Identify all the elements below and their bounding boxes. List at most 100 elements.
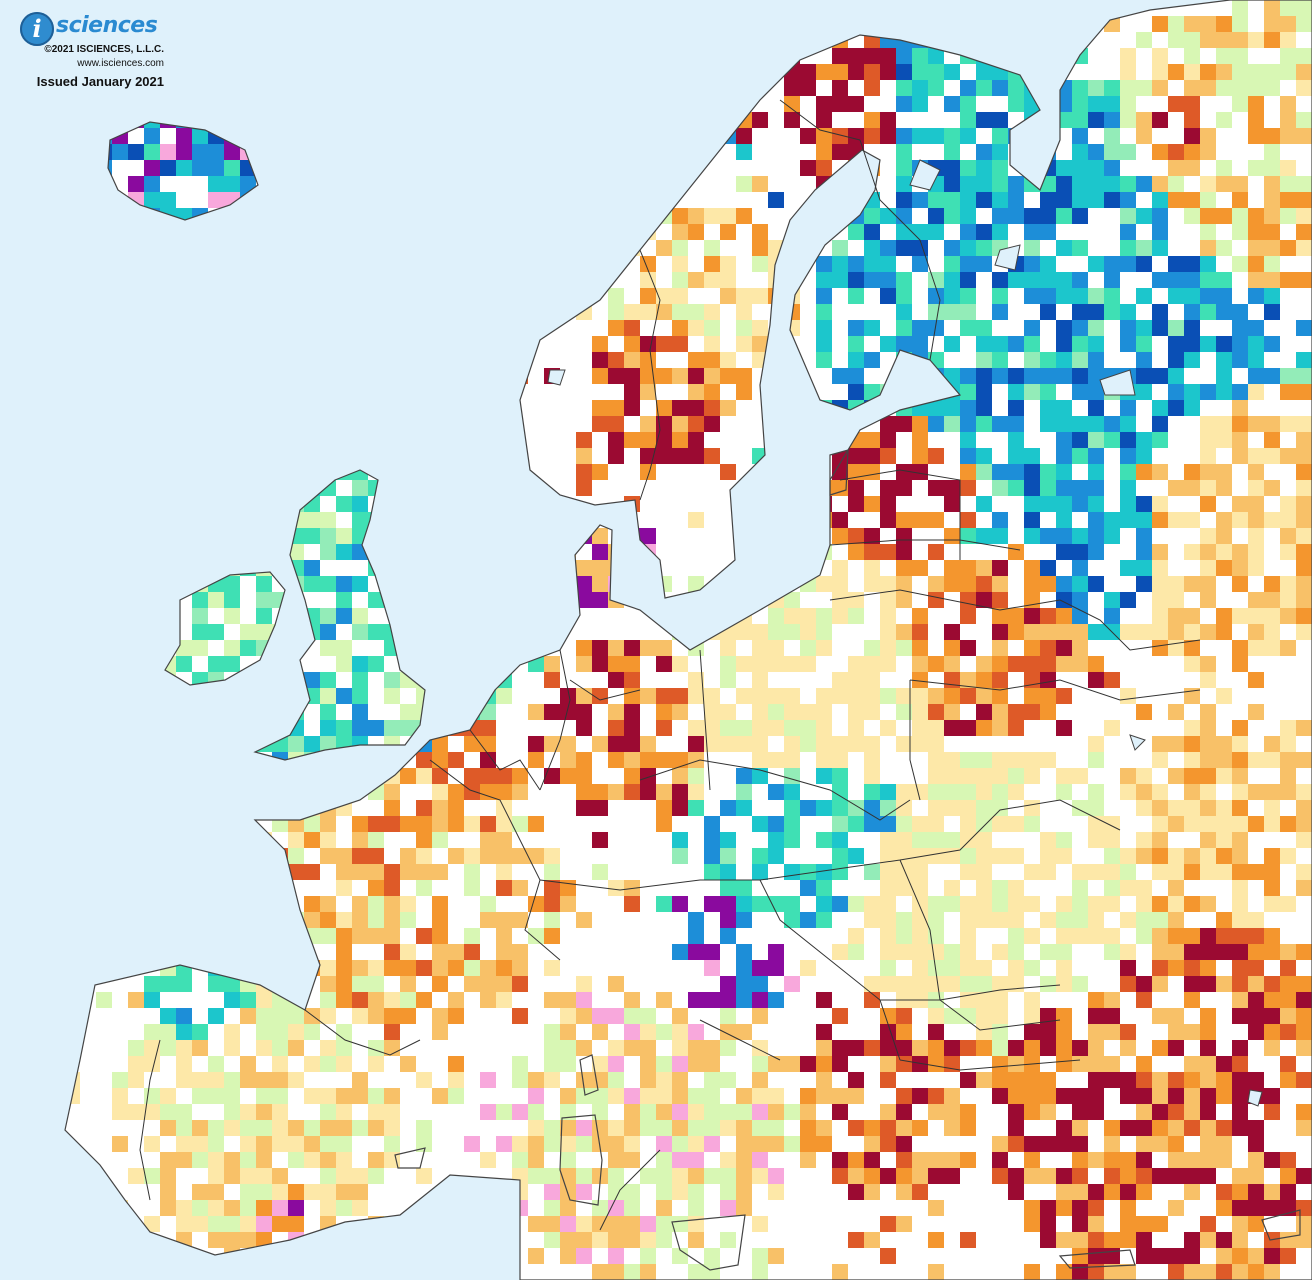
anomaly-cell	[944, 1120, 960, 1136]
anomaly-cell	[1120, 512, 1136, 528]
anomaly-cell	[928, 224, 944, 240]
anomaly-cell	[208, 1120, 224, 1136]
anomaly-cell	[704, 736, 720, 752]
anomaly-cell	[1008, 704, 1024, 720]
anomaly-cell	[880, 656, 896, 672]
anomaly-cell	[912, 1040, 928, 1056]
anomaly-cell	[368, 992, 384, 1008]
anomaly-cell	[1216, 848, 1232, 864]
anomaly-cell	[256, 1040, 272, 1056]
anomaly-cell	[1248, 1168, 1264, 1184]
anomaly-cell	[352, 480, 368, 496]
anomaly-cell	[736, 336, 752, 352]
anomaly-cell	[1200, 592, 1216, 608]
anomaly-cell	[256, 1152, 272, 1168]
anomaly-cell	[544, 912, 560, 928]
anomaly-cell	[944, 256, 960, 272]
anomaly-cell	[752, 688, 768, 704]
anomaly-cell	[1168, 176, 1184, 192]
anomaly-cell	[1200, 176, 1216, 192]
anomaly-cell	[320, 1184, 336, 1200]
anomaly-cell	[912, 704, 928, 720]
anomaly-cell	[1120, 688, 1136, 704]
anomaly-cell	[1152, 896, 1168, 912]
anomaly-cell	[848, 1088, 864, 1104]
anomaly-cell	[848, 224, 864, 240]
anomaly-cell	[1168, 272, 1184, 288]
anomaly-cell	[336, 576, 352, 592]
anomaly-cell	[336, 848, 352, 864]
anomaly-cell	[256, 1168, 272, 1184]
anomaly-cell	[912, 624, 928, 640]
anomaly-cell	[736, 1184, 752, 1200]
anomaly-cell	[640, 1056, 656, 1072]
anomaly-cell	[992, 1008, 1008, 1024]
anomaly-cell	[1024, 896, 1040, 912]
anomaly-cell	[768, 640, 784, 656]
anomaly-cell	[1136, 976, 1152, 992]
anomaly-cell	[1040, 256, 1056, 272]
anomaly-cell	[624, 640, 640, 656]
anomaly-cell	[1168, 144, 1184, 160]
anomaly-cell	[208, 144, 224, 160]
anomaly-cell	[1200, 848, 1216, 864]
anomaly-cell	[1232, 1216, 1248, 1232]
anomaly-cell	[1136, 384, 1152, 400]
anomaly-cell	[768, 944, 784, 960]
anomaly-cell	[944, 192, 960, 208]
anomaly-cell	[400, 896, 416, 912]
anomaly-cell	[1232, 1200, 1248, 1216]
anomaly-cell	[800, 128, 816, 144]
anomaly-cell	[992, 224, 1008, 240]
anomaly-cell	[144, 1024, 160, 1040]
anomaly-cell	[912, 720, 928, 736]
anomaly-cell	[160, 1008, 176, 1024]
anomaly-cell	[768, 752, 784, 768]
anomaly-cell	[1008, 752, 1024, 768]
anomaly-cell	[1088, 544, 1104, 560]
anomaly-cell	[1184, 128, 1200, 144]
anomaly-cell	[512, 1152, 528, 1168]
anomaly-cell	[576, 432, 592, 448]
anomaly-cell	[864, 912, 880, 928]
anomaly-cell	[848, 896, 864, 912]
anomaly-cell	[896, 832, 912, 848]
anomaly-cell	[1264, 1104, 1280, 1120]
anomaly-cell	[1008, 896, 1024, 912]
anomaly-cell	[624, 400, 640, 416]
anomaly-cell	[144, 144, 160, 160]
anomaly-cell	[1168, 1136, 1184, 1152]
anomaly-cell	[1136, 768, 1152, 784]
anomaly-cell	[1072, 1232, 1088, 1248]
anomaly-cell	[144, 176, 160, 192]
anomaly-cell	[928, 704, 944, 720]
anomaly-cell	[1280, 1168, 1296, 1184]
anomaly-cell	[336, 1088, 352, 1104]
anomaly-cell	[944, 1104, 960, 1120]
anomaly-cell	[768, 608, 784, 624]
anomaly-cell	[496, 784, 512, 800]
anomaly-cell	[1264, 928, 1280, 944]
anomaly-cell	[1104, 880, 1120, 896]
anomaly-cell	[848, 592, 864, 608]
anomaly-cell	[624, 432, 640, 448]
anomaly-cell	[1264, 864, 1280, 880]
anomaly-cell	[912, 608, 928, 624]
anomaly-cell	[896, 640, 912, 656]
anomaly-cell	[928, 80, 944, 96]
anomaly-cell	[352, 960, 368, 976]
anomaly-cell	[848, 688, 864, 704]
anomaly-cell	[848, 1232, 864, 1248]
anomaly-cell	[1152, 784, 1168, 800]
anomaly-cell	[672, 1168, 688, 1184]
anomaly-cell	[1120, 768, 1136, 784]
anomaly-cell	[1248, 1152, 1264, 1168]
anomaly-cell	[1200, 896, 1216, 912]
anomaly-cell	[864, 112, 880, 128]
anomaly-cell	[1184, 1072, 1200, 1088]
anomaly-cell	[1120, 256, 1136, 272]
anomaly-cell	[944, 1088, 960, 1104]
anomaly-cell	[1248, 1216, 1264, 1232]
anomaly-cell	[224, 576, 240, 592]
anomaly-cell	[624, 1216, 640, 1232]
